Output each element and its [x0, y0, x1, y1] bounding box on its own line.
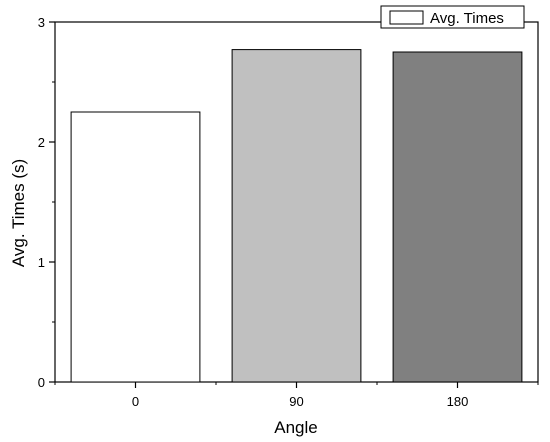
y-axis-title: Avg. Times (s): [9, 159, 28, 267]
y-tick-label-3: 3: [38, 15, 45, 30]
y-tick-label-0: 0: [38, 375, 45, 390]
y-tick-label-1: 1: [38, 255, 45, 270]
x-axis-title: Angle: [274, 418, 317, 437]
bar-180: [392, 51, 523, 383]
x-tick-label-90: 90: [289, 394, 303, 409]
bar-0: [70, 111, 201, 383]
bar-90: [231, 49, 362, 383]
legend-label: Avg. Times: [430, 10, 504, 27]
x-tick-label-180: 180: [447, 394, 469, 409]
y-tick-label-2: 2: [38, 135, 45, 150]
legend: Avg. Times: [380, 5, 525, 29]
legend-swatch: [389, 10, 424, 25]
x-tick-label-0: 0: [132, 394, 139, 409]
